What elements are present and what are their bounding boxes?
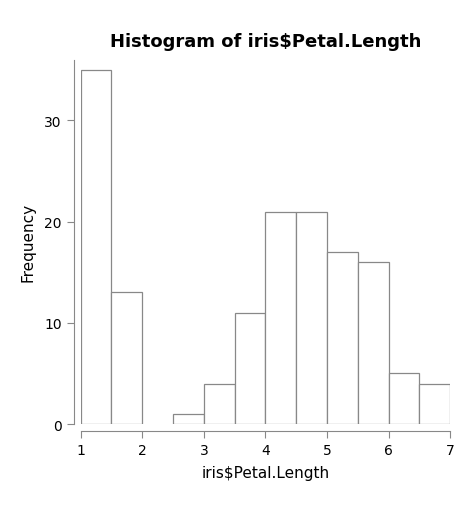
Bar bbox=[265, 212, 296, 424]
X-axis label: iris$Petal.Length: iris$Petal.Length bbox=[201, 465, 329, 480]
Bar bbox=[358, 263, 389, 424]
Bar bbox=[327, 252, 358, 424]
Title: Histogram of iris$Petal.Length: Histogram of iris$Petal.Length bbox=[110, 33, 421, 50]
Bar bbox=[235, 313, 265, 424]
Bar bbox=[389, 374, 419, 424]
Bar bbox=[111, 293, 142, 424]
Bar bbox=[419, 384, 450, 424]
Bar bbox=[173, 414, 204, 424]
Y-axis label: Frequency: Frequency bbox=[21, 203, 36, 282]
Bar bbox=[204, 384, 235, 424]
Bar bbox=[296, 212, 327, 424]
Bar bbox=[81, 71, 111, 424]
